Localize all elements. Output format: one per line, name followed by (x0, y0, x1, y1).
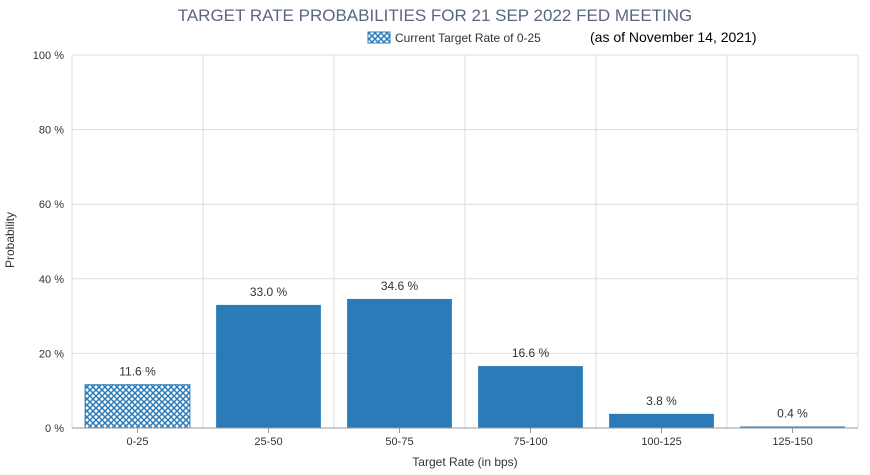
data-labels: 11.6 % 33.0 % 34.6 % 16.6 % 3.8 % 0.4 % (119, 279, 808, 421)
legend[interactable]: Current Target Rate of 0-25 (367, 31, 541, 45)
legend-swatch (367, 31, 391, 44)
chart-title: TARGET RATE PROBABILITIES FOR 21 SEP 202… (178, 6, 693, 25)
y-tick-label: 0 % (45, 423, 64, 435)
bar-125-150[interactable] (740, 426, 845, 428)
y-tick-label: 80 % (39, 125, 64, 137)
y-axis-ticks: 0 % 20 % 40 % 60 % 80 % 100 % (33, 50, 64, 435)
x-tick-label: 0-25 (126, 436, 148, 448)
y-tick-label: 100 % (33, 50, 64, 62)
legend-label: Current Target Rate of 0-25 (395, 31, 541, 45)
x-tick-label: 50-75 (385, 436, 413, 448)
as-of-note: (as of November 14, 2021) (590, 29, 757, 45)
x-tick-label: 125-150 (772, 436, 812, 448)
x-axis-title: Target Rate (in bps) (412, 455, 517, 469)
data-label: 34.6 % (381, 279, 419, 293)
x-tick-label: 25-50 (254, 436, 282, 448)
x-tick-label: 100-125 (641, 436, 681, 448)
data-label: 11.6 % (119, 365, 156, 379)
y-axis-title: Probability (3, 212, 17, 268)
x-axis-ticks: 0-25 25-50 50-75 75-100 100-125 125-150 (126, 428, 813, 448)
bar-0-25[interactable] (84, 384, 191, 429)
y-tick-label: 60 % (39, 199, 64, 211)
x-tick-label: 75-100 (513, 436, 547, 448)
y-tick-label: 40 % (39, 274, 64, 286)
gridlines (71, 54, 859, 429)
bar-50-75[interactable] (347, 298, 452, 428)
bar-75-100[interactable] (478, 366, 583, 428)
bars (84, 298, 845, 429)
data-label: 33.0 % (250, 285, 288, 299)
data-label: 0.4 % (777, 407, 808, 421)
bar-25-50[interactable] (216, 304, 321, 428)
bar-100-125[interactable] (609, 413, 714, 428)
data-label: 3.8 % (646, 394, 677, 408)
data-label: 16.6 % (512, 346, 550, 360)
y-tick-label: 20 % (39, 348, 64, 360)
